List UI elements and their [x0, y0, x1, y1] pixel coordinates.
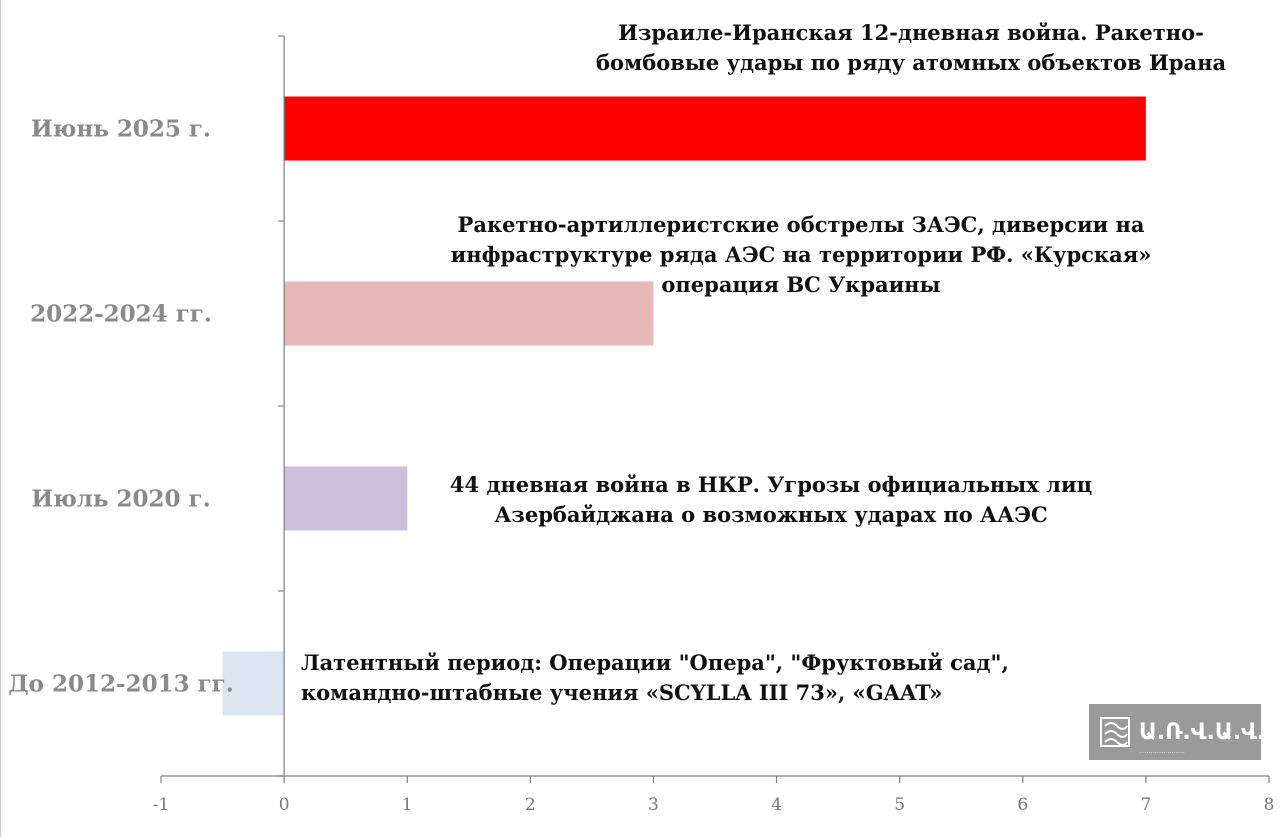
- bar-0: [284, 96, 1146, 161]
- annotation-june-2025: Израиле-Иранская 12-дневная война. Ракет…: [595, 20, 1227, 75]
- annotation-july-2020: 44 дневная война в НКР. Угрозы официальн…: [449, 472, 1093, 527]
- category-label-3: До 2012-2013 гг.: [8, 671, 234, 698]
- category-label-1: 2022-2024 гг.: [30, 301, 212, 328]
- watermark-text: Ա.Ռ.Վ.Ա.Վ.: [1139, 720, 1261, 745]
- x-tick-label-0: -1: [153, 795, 170, 815]
- x-tick-label-1: 0: [279, 795, 290, 815]
- x-tick-label-8: 7: [1140, 795, 1151, 815]
- x-tick-label-4: 3: [648, 795, 659, 815]
- x-tick-label-2: 1: [402, 795, 413, 815]
- x-tick-label-7: 6: [1017, 795, 1028, 815]
- bar-3: [222, 651, 285, 716]
- category-label-0: Июнь 2025 г.: [31, 116, 211, 143]
- annotation-2022-2024: Ракетно-артиллеристские обстрелы ЗАЭС, д…: [450, 212, 1152, 297]
- category-label-2: Июль 2020 г.: [31, 486, 210, 513]
- bar-1: [284, 281, 654, 346]
- logo-icon: Ա.Ռ.Վ.Ա.Վ. ........................: [1100, 717, 1261, 755]
- watermark-logo: Ա.Ռ.Վ.Ա.Վ. ........................: [1089, 704, 1261, 760]
- bar-2: [284, 466, 408, 531]
- annotation-before-2012: Латентный период: Операции "Опера", "Фру…: [301, 650, 1009, 705]
- x-tick-label-5: 4: [771, 795, 782, 815]
- x-tick-label-9: 8: [1264, 795, 1275, 815]
- watermark-subtext: ........................: [1139, 748, 1185, 755]
- x-tick-label-6: 5: [894, 795, 905, 815]
- x-tick-label-3: 2: [525, 795, 536, 815]
